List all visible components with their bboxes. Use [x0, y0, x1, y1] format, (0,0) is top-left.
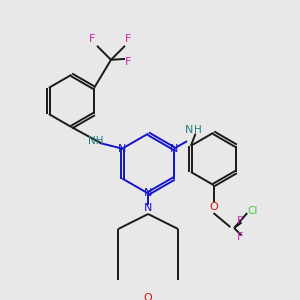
Text: O: O: [209, 202, 218, 212]
Text: H: H: [194, 125, 202, 135]
Text: F: F: [124, 57, 131, 67]
Text: O: O: [144, 293, 152, 300]
Text: F: F: [236, 216, 243, 226]
Text: N: N: [170, 144, 178, 154]
Text: F: F: [89, 34, 95, 44]
Text: N: N: [144, 188, 152, 199]
Text: F: F: [236, 232, 243, 242]
Text: N: N: [144, 203, 152, 213]
Text: N: N: [185, 125, 193, 135]
Text: N: N: [118, 144, 126, 154]
Text: F: F: [124, 34, 131, 44]
Text: Cl: Cl: [248, 206, 258, 216]
Text: NH: NH: [88, 136, 104, 146]
